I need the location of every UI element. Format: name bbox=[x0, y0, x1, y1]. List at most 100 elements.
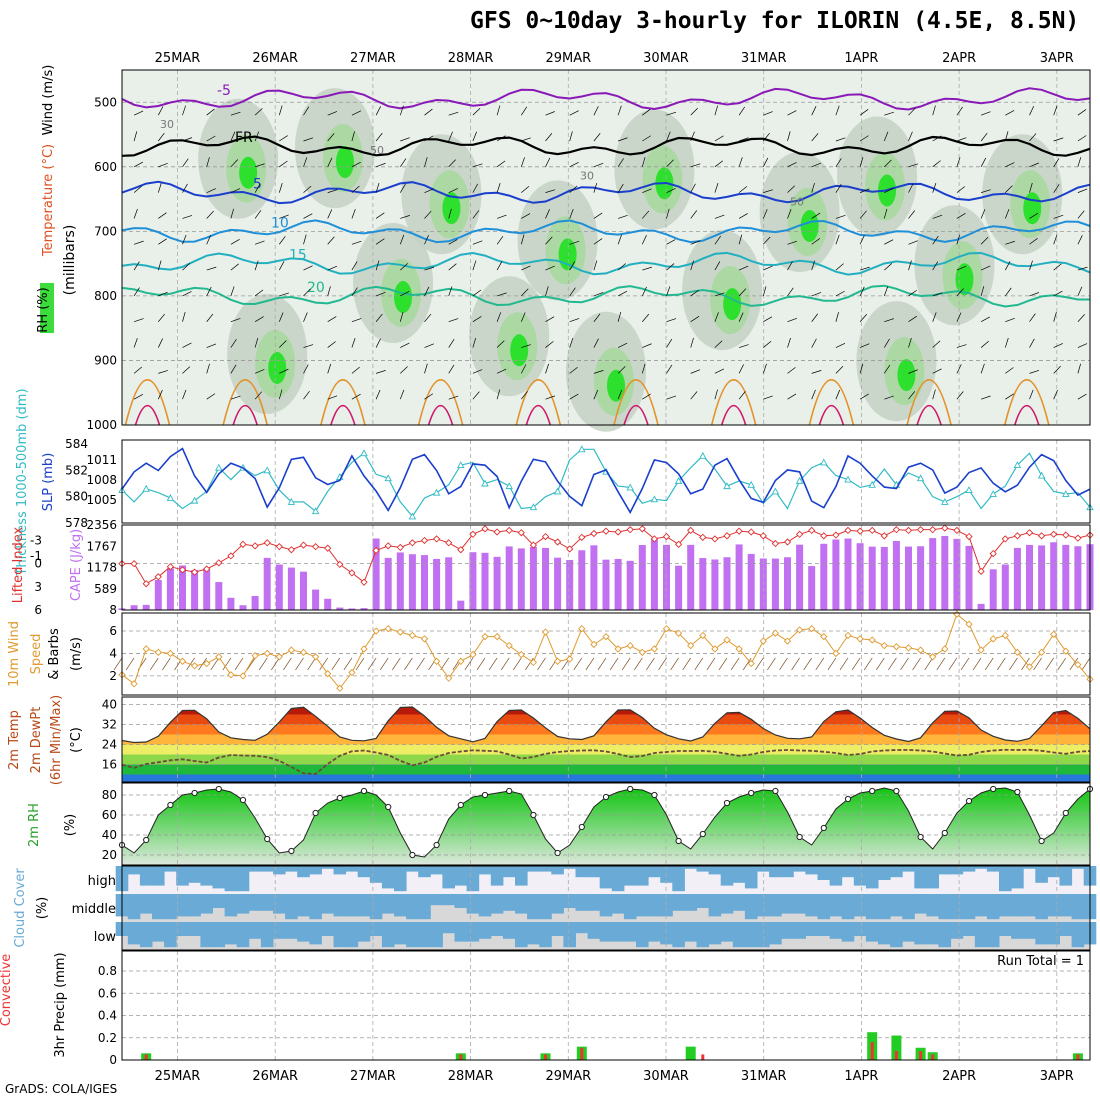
cloud-bar bbox=[684, 894, 697, 911]
wind-barb bbox=[158, 212, 167, 219]
cape-bar bbox=[832, 539, 840, 610]
wind-barb bbox=[448, 239, 458, 245]
wind-barb bbox=[932, 368, 942, 374]
rh-marker bbox=[869, 787, 876, 795]
wind-barb bbox=[908, 337, 912, 348]
wind-barb bbox=[763, 132, 770, 142]
thickness-marker bbox=[723, 482, 731, 490]
cloud-bar bbox=[732, 866, 746, 883]
wind-barb bbox=[1029, 105, 1035, 116]
wind-barb bbox=[617, 158, 624, 168]
cloud-bar bbox=[1047, 866, 1060, 878]
rh-marker bbox=[312, 809, 319, 817]
wind-barb bbox=[956, 288, 964, 297]
cloud-bar bbox=[502, 894, 516, 911]
cloud-bar bbox=[865, 866, 879, 889]
cape-bar bbox=[312, 589, 320, 610]
cloud-bar bbox=[152, 866, 165, 886]
cloud-bar bbox=[502, 922, 516, 939]
cloud-bar bbox=[345, 894, 359, 917]
temp-isotherm-25 bbox=[417, 379, 464, 426]
pressure-tick-label: 600 bbox=[94, 160, 117, 174]
wind-barb bbox=[617, 234, 622, 245]
cloud-level-label: middle bbox=[72, 902, 116, 917]
cape-bar bbox=[469, 552, 477, 610]
wind-barb bbox=[448, 263, 457, 271]
surface-wind-barb bbox=[670, 657, 679, 671]
cloud-bar bbox=[696, 922, 710, 948]
lifted-index-marker bbox=[590, 529, 598, 538]
wind-barb bbox=[956, 344, 967, 348]
wind-barb bbox=[399, 311, 404, 322]
surface-wind-barb bbox=[1081, 657, 1091, 671]
precip-tick-label: 0.2 bbox=[98, 1031, 117, 1045]
wind-barb bbox=[496, 160, 506, 168]
cloud-bar bbox=[297, 866, 310, 878]
wind-barb bbox=[714, 214, 725, 219]
precip-tick-label: 0 bbox=[109, 1053, 117, 1067]
wind-barb bbox=[666, 286, 671, 297]
wind-barb bbox=[617, 183, 624, 193]
wind-barb bbox=[182, 105, 186, 116]
cape-tick-label: 589 bbox=[94, 582, 117, 596]
cloud-bar bbox=[611, 922, 625, 942]
wind-barb bbox=[1005, 110, 1015, 116]
wind-barb bbox=[762, 363, 767, 374]
wind-barb bbox=[642, 210, 650, 219]
temp-panel-frame bbox=[121, 696, 1091, 783]
cloud-bar bbox=[648, 866, 661, 878]
wind-barb bbox=[908, 131, 913, 142]
cloud-bar bbox=[490, 866, 504, 886]
surface-wind-barb bbox=[234, 657, 244, 671]
wind-barb bbox=[642, 108, 651, 116]
wind-barb bbox=[569, 337, 574, 348]
pressure-tick-label: 500 bbox=[94, 95, 117, 109]
wind-barb bbox=[884, 364, 891, 374]
wind-speed-marker bbox=[420, 635, 429, 643]
precip-convective-bar bbox=[580, 1047, 584, 1060]
cloud-bar bbox=[732, 894, 746, 911]
rh-marker bbox=[1014, 788, 1021, 796]
wind-barb bbox=[738, 288, 747, 297]
cloud-bar bbox=[430, 922, 443, 948]
wind-barb bbox=[980, 157, 987, 167]
wind-speed-marker bbox=[578, 625, 586, 633]
surface-wind-barb bbox=[404, 657, 413, 671]
wind-barb bbox=[351, 337, 356, 348]
wind-tick-label: 4 bbox=[109, 646, 117, 660]
wind-speed-marker bbox=[142, 645, 150, 653]
wind-barb bbox=[787, 393, 797, 400]
wind-barb bbox=[133, 131, 138, 142]
wind-barb bbox=[521, 186, 530, 193]
rh-tick-label: 60 bbox=[102, 808, 117, 822]
wind-barb bbox=[1029, 212, 1039, 219]
wind-barb bbox=[980, 340, 990, 348]
wind-barb bbox=[206, 363, 210, 374]
wind-barb bbox=[303, 157, 308, 167]
rh-marker bbox=[602, 793, 610, 801]
wind-barb bbox=[690, 240, 701, 245]
wind-speed-marker bbox=[190, 662, 199, 670]
lifted-tick-label: 0 bbox=[34, 557, 42, 571]
rh-contour-label: 30 bbox=[580, 170, 594, 183]
lifted-index-marker bbox=[602, 527, 610, 535]
cloud-bar bbox=[986, 866, 1000, 872]
wind-barb bbox=[206, 188, 216, 193]
wind-barb bbox=[980, 236, 989, 245]
wind-barb bbox=[279, 160, 288, 168]
cloud-bar bbox=[781, 922, 794, 939]
surface-wind-barb bbox=[621, 657, 631, 671]
wind-axis-label-c: & Barbs bbox=[47, 628, 62, 680]
cloud-bar bbox=[515, 922, 528, 948]
wind-barb bbox=[1077, 235, 1083, 245]
surface-wind-barb bbox=[464, 657, 474, 671]
cloud-bar bbox=[769, 922, 782, 945]
date-label-top: 2APR bbox=[942, 51, 976, 66]
lifted-index-marker bbox=[275, 542, 283, 551]
cloud-bar bbox=[394, 922, 407, 945]
wind-barb bbox=[762, 209, 768, 219]
cape-bar bbox=[675, 565, 683, 610]
wind-barb bbox=[883, 208, 888, 219]
cloud-bar bbox=[273, 894, 286, 914]
wind-barb bbox=[496, 183, 501, 193]
